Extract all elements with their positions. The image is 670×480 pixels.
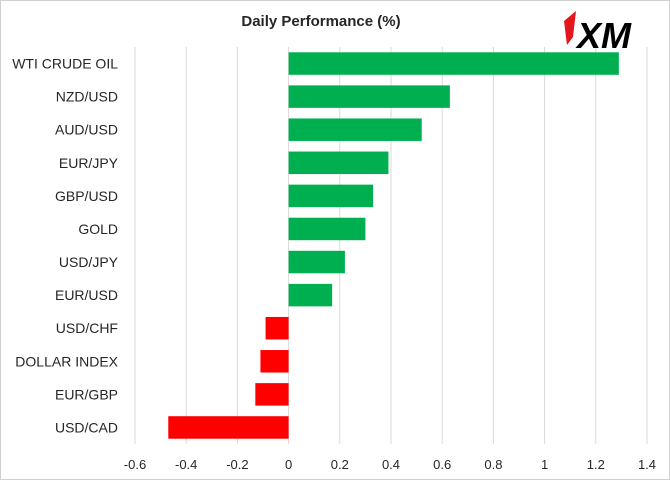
x-tick-label: -0.2	[226, 457, 248, 472]
x-tick-label: 1	[541, 457, 548, 472]
x-tick-label: 0.2	[331, 457, 349, 472]
category-label: USD/JPY	[59, 254, 119, 270]
bar	[288, 151, 389, 175]
x-tick-label: 1.4	[638, 457, 656, 472]
xm-logo: XM	[564, 11, 632, 56]
bar	[265, 316, 289, 340]
x-tick-label: -0.4	[175, 457, 197, 472]
x-tick-label: 1.2	[587, 457, 605, 472]
bar	[255, 383, 289, 406]
bar	[288, 250, 345, 274]
logo-text: XM	[575, 15, 632, 56]
bar	[288, 184, 374, 208]
category-label: USD/CHF	[56, 320, 118, 336]
category-label: EUR/USD	[55, 287, 118, 303]
category-label: WTI CRUDE OIL	[12, 56, 118, 72]
chart-title: Daily Performance (%)	[241, 13, 400, 30]
category-labels: WTI CRUDE OIL NZD/USD AUD/USD EUR/JPY GBP/US…	[12, 56, 118, 436]
category-label: NZD/USD	[56, 89, 118, 105]
category-label: DOLLAR INDEX	[15, 353, 118, 369]
x-tick-label: 0.4	[382, 457, 400, 472]
x-tick-label: 0	[285, 457, 292, 472]
category-label: EUR/JPY	[59, 155, 119, 171]
bar	[288, 283, 333, 307]
x-tick-labels: -0.6 -0.4 -0.2 0 0.2 0.4 0.6 0.8 1 1.2 1.4	[124, 457, 656, 472]
bar	[288, 85, 450, 108]
bar	[288, 118, 422, 141]
x-tick-label: 0.8	[484, 457, 502, 472]
bar	[168, 416, 289, 439]
x-tick-label: 0.6	[433, 457, 451, 472]
category-label: GOLD	[78, 221, 118, 237]
category-label: AUD/USD	[55, 122, 118, 138]
bars	[168, 52, 619, 439]
bar	[288, 52, 619, 75]
logo-accent-mark	[564, 11, 576, 45]
category-label: GBP/USD	[55, 188, 118, 204]
bar	[288, 217, 366, 241]
category-label: USD/CAD	[55, 419, 118, 435]
bar	[260, 350, 289, 373]
gridlines	[134, 47, 648, 444]
category-label: EUR/GBP	[55, 386, 118, 402]
x-tick-label: -0.6	[124, 457, 146, 472]
